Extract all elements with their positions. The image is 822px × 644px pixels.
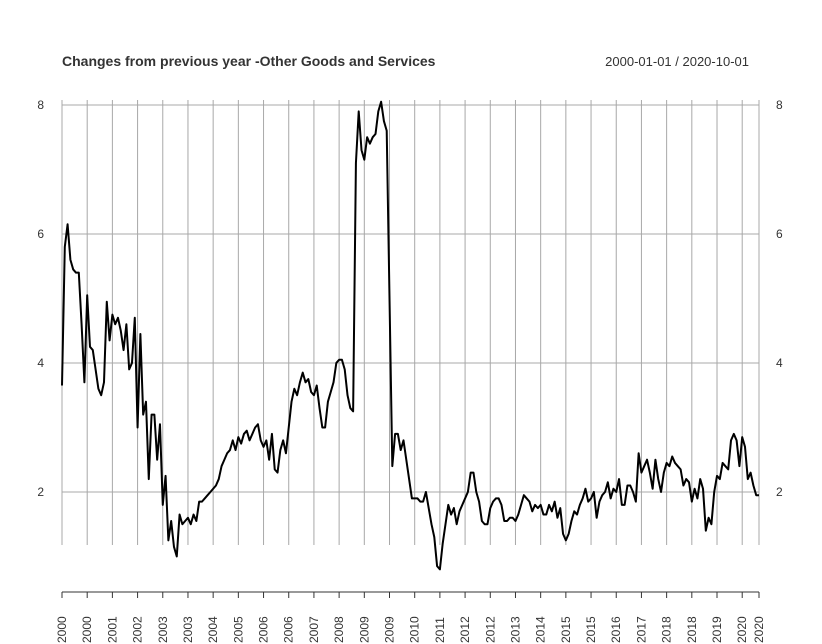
x-tick-label: 2004: [206, 616, 220, 643]
y-tick-label-right: 6: [776, 227, 783, 241]
x-tick-label: 2010: [408, 616, 422, 643]
x-tick-label: 2014: [534, 616, 548, 643]
y-tick-label: 8: [37, 98, 44, 112]
x-tick-label: 2008: [332, 616, 346, 643]
x-tick-label: 2009: [383, 616, 397, 643]
y-tick-label: 4: [37, 356, 44, 370]
y-tick-label-right: 4: [776, 356, 783, 370]
x-tick-label: 2006: [257, 616, 271, 643]
x-tick-label: 2020: [735, 616, 749, 643]
x-tick-label: 2002: [131, 616, 145, 643]
x-tick-label: 2012: [458, 616, 472, 643]
x-tick-label: 2003: [156, 616, 170, 643]
y-tick-label-right: 8: [776, 98, 783, 112]
x-tick-label: 2013: [508, 616, 522, 643]
x-tick-label: 2000: [55, 616, 69, 643]
x-tick-label: 2006: [282, 616, 296, 643]
x-tick-label: 2007: [307, 616, 321, 643]
y-tick-label: 2: [37, 485, 44, 499]
x-tick-label: 2012: [483, 616, 497, 643]
chart-subtitle: 2000-01-01 / 2020-10-01: [605, 54, 749, 69]
x-tick-label: 2017: [634, 616, 648, 643]
x-tick-label: 2003: [181, 616, 195, 643]
x-tick-label: 2001: [105, 616, 119, 643]
x-tick-label: 2015: [559, 616, 573, 643]
x-tick-label: 2018: [660, 616, 674, 643]
x-tick-label: 2016: [609, 616, 623, 643]
y-tick-label: 6: [37, 227, 44, 241]
x-tick-label: 2000: [80, 616, 94, 643]
x-tick-label: 2019: [710, 616, 724, 643]
chart-title: Changes from previous year -Other Goods …: [62, 53, 436, 69]
x-tick-label: 2011: [433, 617, 447, 643]
y-tick-label-right: 2: [776, 485, 783, 499]
x-tick-label: 2009: [357, 616, 371, 643]
x-tick-label: 2005: [231, 616, 245, 643]
x-tick-label: 2020: [752, 616, 766, 643]
x-tick-label: 2018: [685, 616, 699, 643]
line-series: [61, 100, 759, 571]
x-tick-label: 2015: [584, 616, 598, 643]
